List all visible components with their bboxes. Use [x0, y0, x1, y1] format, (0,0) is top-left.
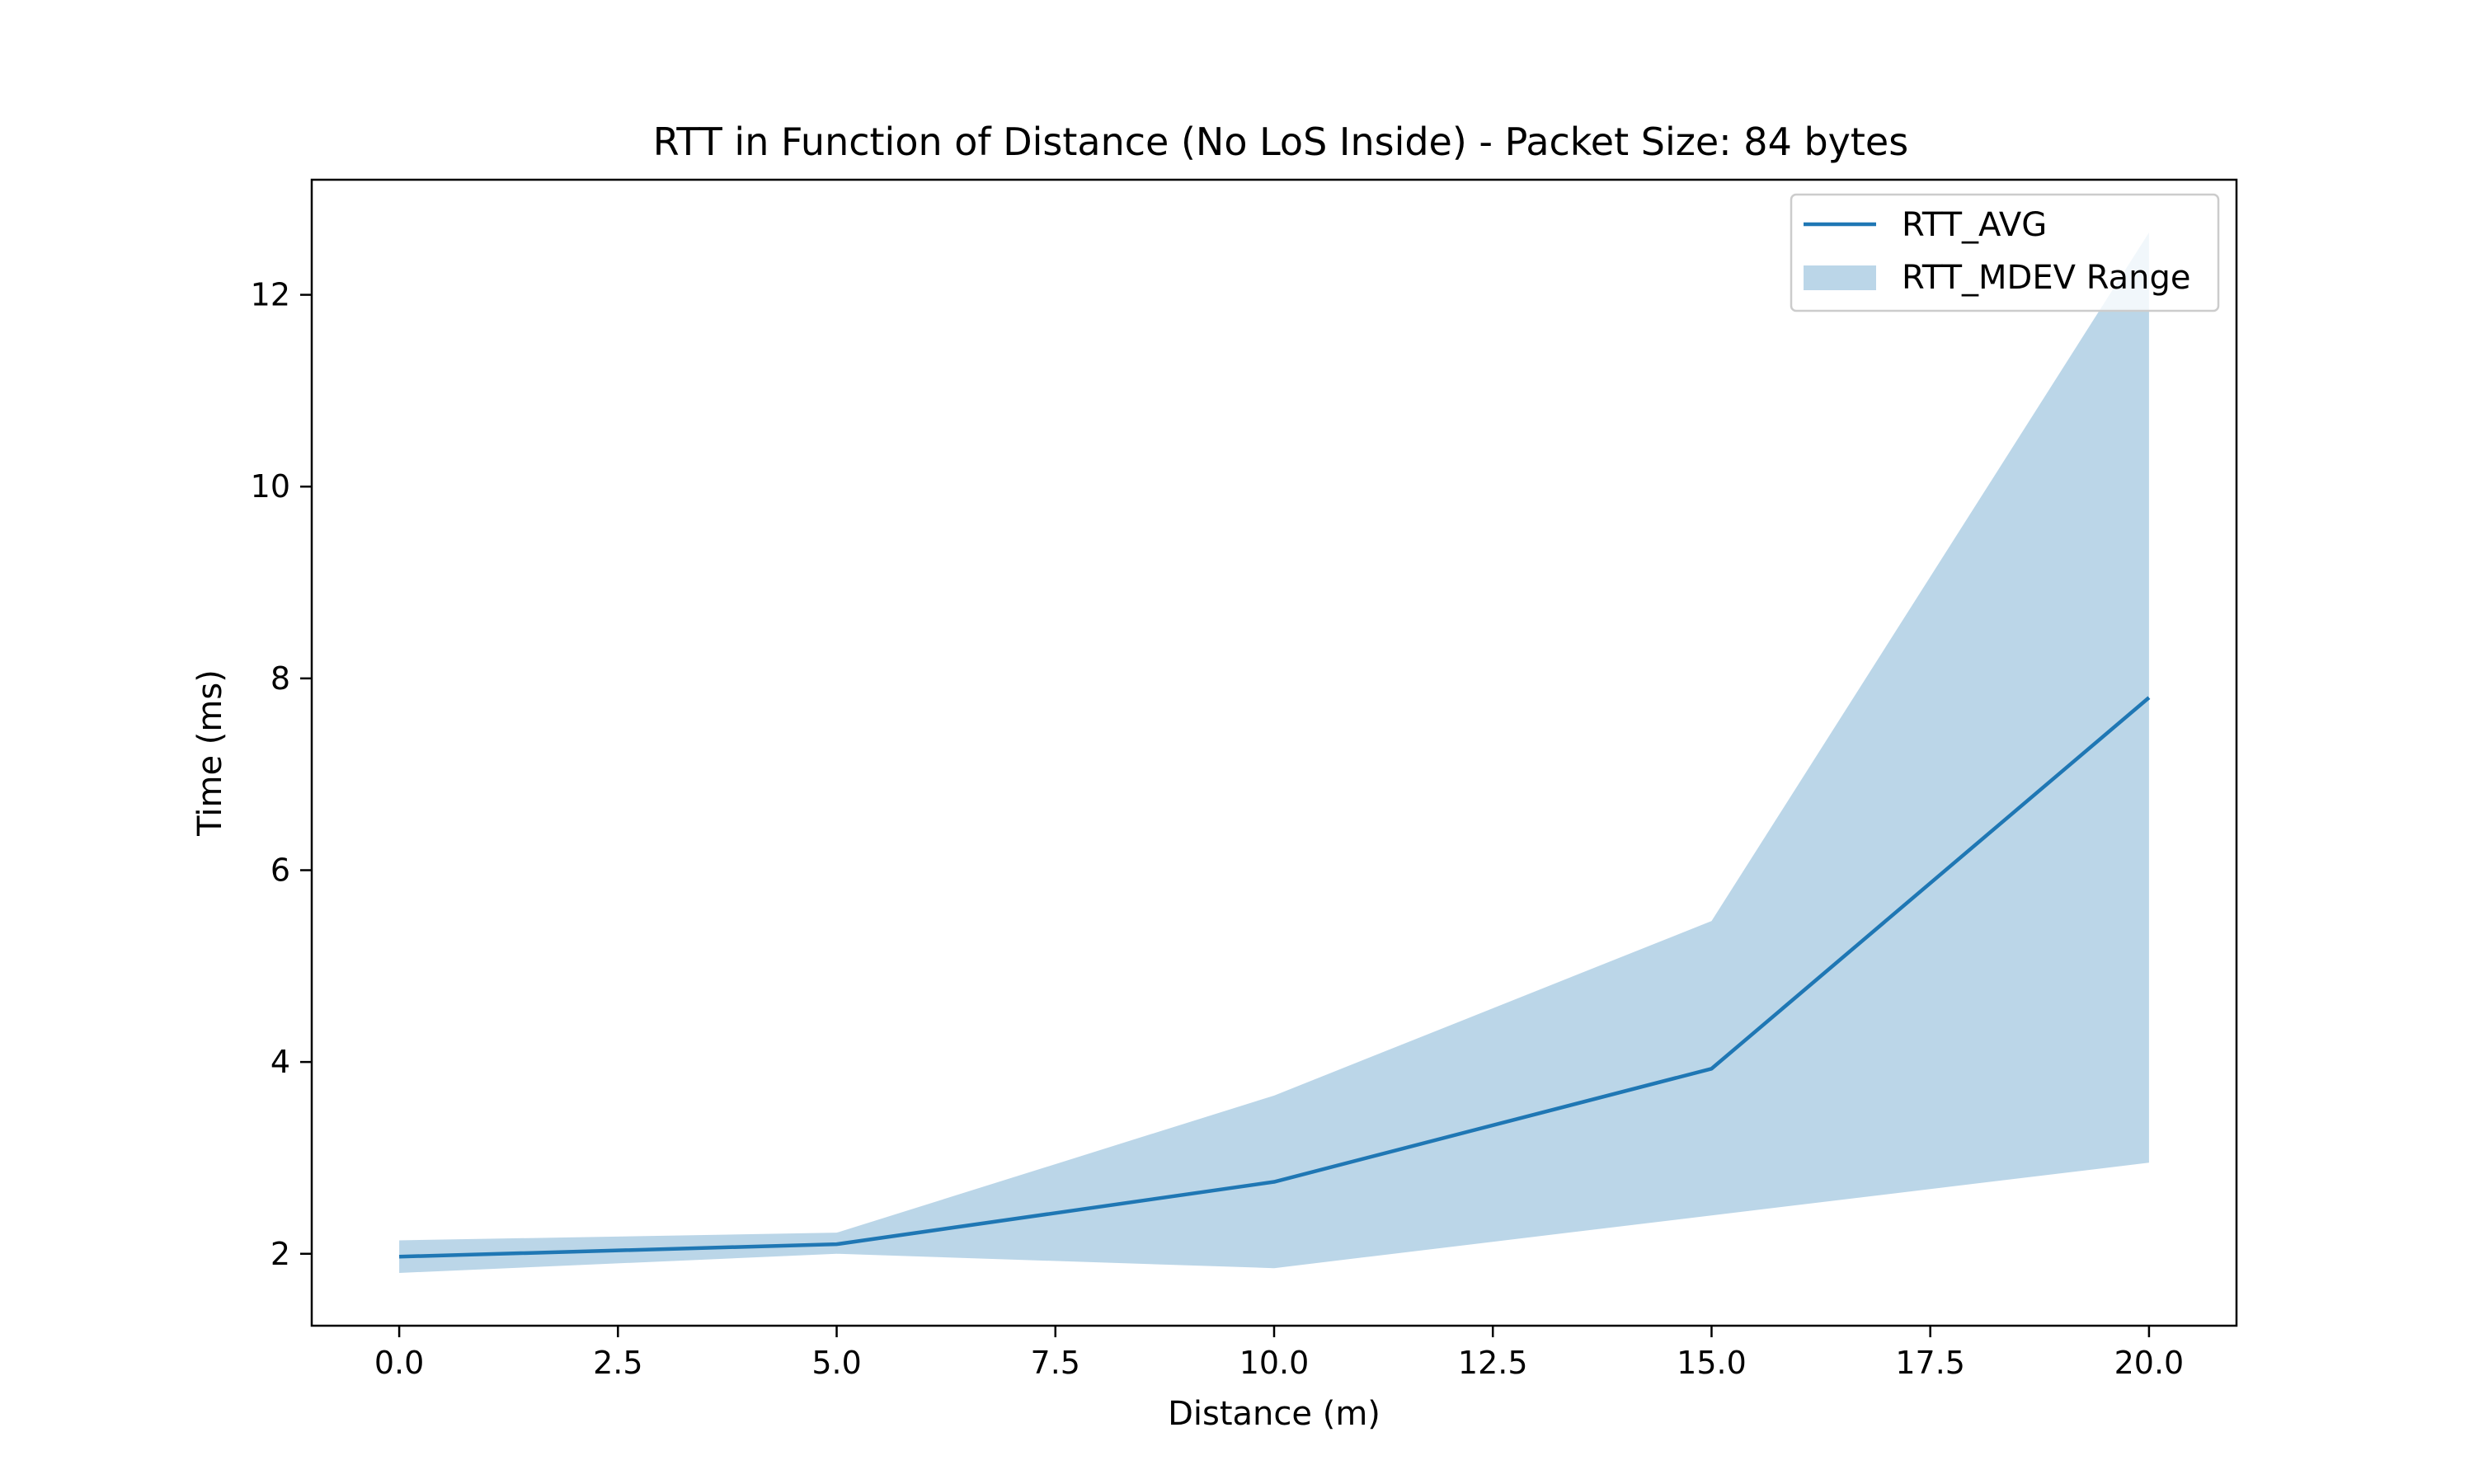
legend-box: [1790, 193, 2220, 312]
y-axis: 2 4 6 8 10 12: [251, 277, 312, 1272]
x-tick-label: 10.0: [1239, 1345, 1310, 1381]
x-axis: 0.0 2.5 5.0 7.5 10.0 12.5 15.0 17.5 20.0: [374, 1326, 2184, 1381]
y-tick-label: 10: [251, 468, 290, 505]
legend-label-rtt-avg: RTT_AVG: [1902, 206, 2047, 244]
x-tick-label: 20.0: [2114, 1345, 2185, 1381]
y-tick-label: 6: [270, 852, 290, 888]
y-axis-label: Time (ms): [191, 669, 229, 837]
y-tick-label: 4: [270, 1044, 290, 1080]
y-tick-label: 8: [270, 660, 290, 697]
y-tick-label: 2: [270, 1236, 290, 1272]
x-tick-label: 15.0: [1677, 1345, 1747, 1381]
x-tick-label: 0.0: [374, 1345, 424, 1381]
x-tick-label: 2.5: [593, 1345, 642, 1381]
band-layer: [399, 232, 2149, 1274]
plot-frame: [310, 178, 2238, 1327]
x-tick-label: 12.5: [1458, 1345, 1528, 1381]
legend-label-rtt-mdev-range: RTT_MDEV Range: [1902, 259, 2191, 297]
legend: RTT_AVG RTT_MDEV Range: [1790, 193, 2220, 312]
rtt-avg-line: [399, 696, 2151, 1259]
x-tick-label: 5.0: [811, 1345, 861, 1381]
rtt-mdev-band: [399, 232, 2149, 1274]
x-axis-label: Distance (m): [1168, 1395, 1380, 1433]
y-tick-label: 12: [251, 277, 290, 313]
chart-title: RTT in Function of Distance (No LoS Insi…: [653, 120, 1908, 164]
line-layer: [399, 696, 2151, 1259]
legend-swatch-rtt-mdev-range: [1804, 265, 1876, 290]
x-tick-label: 17.5: [1895, 1345, 1965, 1381]
x-tick-label: 7.5: [1031, 1345, 1080, 1381]
